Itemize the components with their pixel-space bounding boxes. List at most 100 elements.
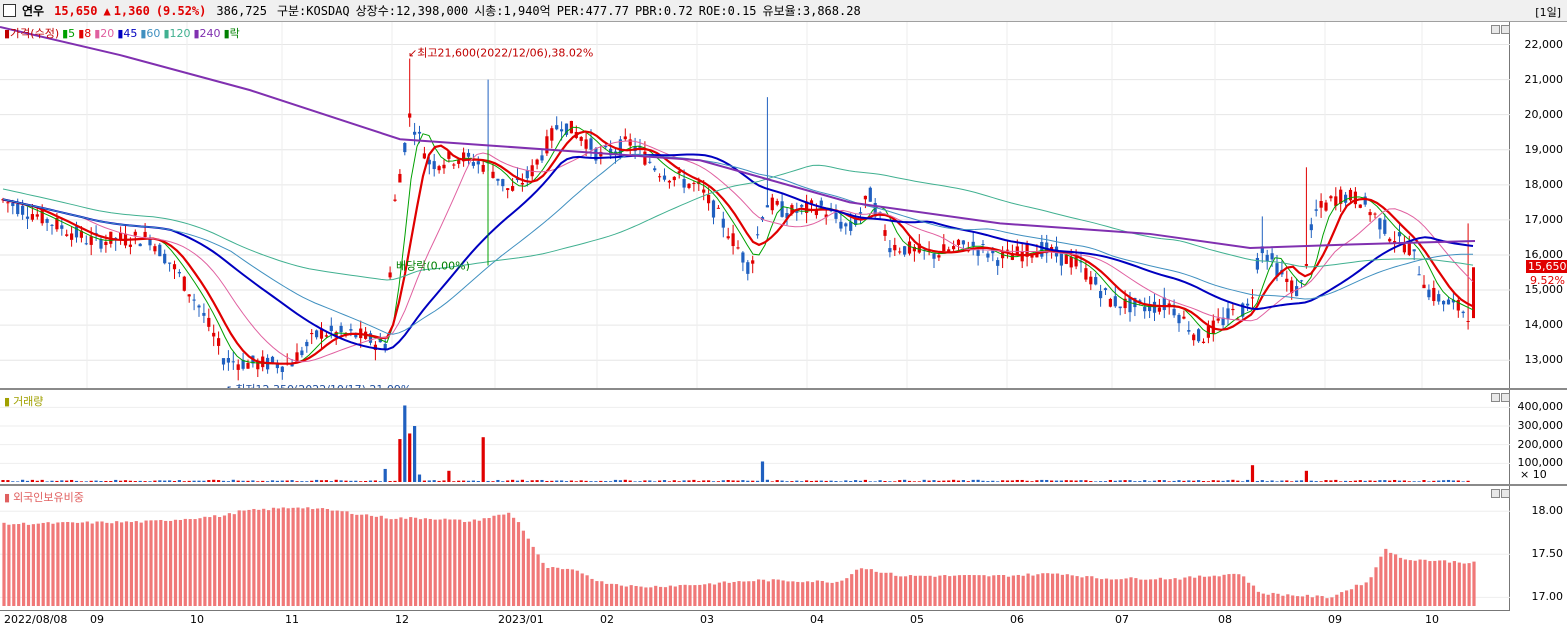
candle-body	[339, 325, 343, 333]
foreign-bar	[605, 583, 609, 606]
candle-body	[540, 155, 544, 161]
foreign-bar	[561, 569, 565, 606]
volume-bar	[491, 481, 495, 482]
legend-item-4[interactable]: ▮45	[117, 27, 138, 40]
legend-item-3[interactable]: ▮20	[94, 27, 115, 40]
volume-bar	[481, 437, 485, 482]
panel-close-button[interactable]	[1501, 489, 1510, 498]
panel-minimize-button[interactable]	[1491, 393, 1500, 402]
foreign-plot-area[interactable]	[0, 486, 1510, 610]
foreign-bar	[992, 575, 996, 606]
foreign-bar	[208, 517, 212, 606]
foreign-chart	[0, 507, 1510, 606]
foreign-bar	[894, 575, 898, 606]
foreign-bar	[17, 524, 21, 606]
volume-bar	[770, 481, 774, 482]
foreign-bar	[340, 511, 344, 606]
foreign-bar	[350, 513, 354, 606]
period-selector[interactable]: [1일]	[1535, 6, 1561, 19]
foreign-bar	[1006, 576, 1011, 606]
candle-body	[207, 317, 211, 327]
volume-plot-area[interactable]	[0, 390, 1510, 484]
volume-bar	[143, 481, 147, 482]
volume-bar	[1162, 480, 1166, 482]
foreign-bar	[178, 519, 182, 606]
foreign-bar	[717, 582, 721, 606]
candle-body	[1260, 246, 1264, 254]
foreign-bar	[565, 568, 570, 606]
panel-close-button[interactable]	[1501, 25, 1510, 34]
legend-item-8[interactable]: ▮락	[223, 27, 240, 40]
panel-divider[interactable]	[0, 484, 1567, 486]
volume-bar	[829, 480, 833, 482]
foreign-bar	[536, 554, 540, 606]
volume-y-tick: 100,000	[1517, 456, 1564, 470]
foreign-bar	[742, 581, 746, 606]
x-axis-label: 10	[190, 613, 204, 626]
panel-minimize-button[interactable]	[1491, 489, 1500, 498]
foreign-bar	[982, 575, 986, 606]
panel-divider[interactable]	[0, 388, 1567, 390]
volume-bar	[1456, 480, 1460, 482]
volume-bar	[1201, 481, 1206, 482]
candle-body	[545, 136, 549, 154]
foreign-bar	[159, 519, 163, 606]
volume-bar	[349, 480, 353, 482]
foreign-bar	[1349, 589, 1354, 606]
volume-bar	[741, 480, 745, 482]
foreign-bar	[830, 582, 834, 606]
volume-bar	[1005, 480, 1010, 482]
foreign-bar	[31, 524, 35, 606]
volume-bar	[1299, 480, 1304, 482]
volume-bar	[368, 480, 373, 482]
candle-body	[315, 330, 319, 338]
price-plot-area[interactable]: ↙최고21,600(2022/12/06),38.02% ↖최저12,350(20…	[0, 22, 1510, 388]
candle-body	[1040, 241, 1044, 257]
legend-item-7[interactable]: ▮240	[193, 27, 221, 40]
foreign-bar	[610, 583, 614, 606]
volume-bar	[937, 480, 941, 482]
volume-bar	[202, 480, 206, 482]
panel-minimize-button[interactable]	[1491, 25, 1500, 34]
foreign-bar	[22, 522, 26, 606]
candle-body	[1344, 194, 1348, 203]
legend-item-2[interactable]: ▮8	[78, 27, 92, 40]
foreign-bar	[267, 510, 271, 606]
candle-body	[976, 249, 980, 256]
pbr-value: PBR:0.72	[634, 3, 693, 18]
foreign-bar	[1139, 579, 1143, 606]
volume-bar	[1446, 479, 1451, 482]
foreign-bar	[1158, 577, 1162, 606]
candle-body	[1133, 297, 1137, 308]
legend-item-6[interactable]: ▮120	[163, 27, 191, 40]
volume-bar	[1128, 480, 1132, 482]
volume-bar	[1069, 480, 1073, 482]
select-checkbox[interactable]	[3, 4, 16, 17]
volume-bar	[1, 479, 5, 482]
foreign-bar	[1256, 591, 1260, 606]
legend-item-0[interactable]: ▮가격(수정)	[4, 27, 60, 40]
foreign-bar	[218, 516, 222, 606]
volume-bar	[1010, 480, 1014, 482]
candle-body	[1162, 297, 1166, 311]
foreign-bar	[95, 521, 99, 606]
panel-close-button[interactable]	[1501, 393, 1510, 402]
foreign-bar	[850, 574, 854, 606]
foreign-bar	[198, 518, 202, 606]
price-y-tick: 15,000	[1524, 283, 1564, 297]
foreign-bar	[1188, 576, 1192, 606]
candle-body	[731, 233, 735, 247]
volume-bar	[746, 480, 750, 482]
foreign-bar	[1310, 597, 1314, 606]
foreign-bar	[1335, 594, 1339, 606]
foreign-bar	[1345, 590, 1349, 606]
volume-bar	[319, 480, 324, 482]
candle-body	[667, 180, 671, 183]
foreign-bar	[100, 521, 104, 606]
candle-body	[1201, 341, 1206, 343]
foreign-bar	[463, 522, 467, 606]
legend-item-1[interactable]: ▮5	[62, 27, 76, 40]
candle-body	[550, 128, 554, 141]
legend-item-5[interactable]: ▮60	[140, 27, 161, 40]
candle-body	[643, 151, 647, 165]
